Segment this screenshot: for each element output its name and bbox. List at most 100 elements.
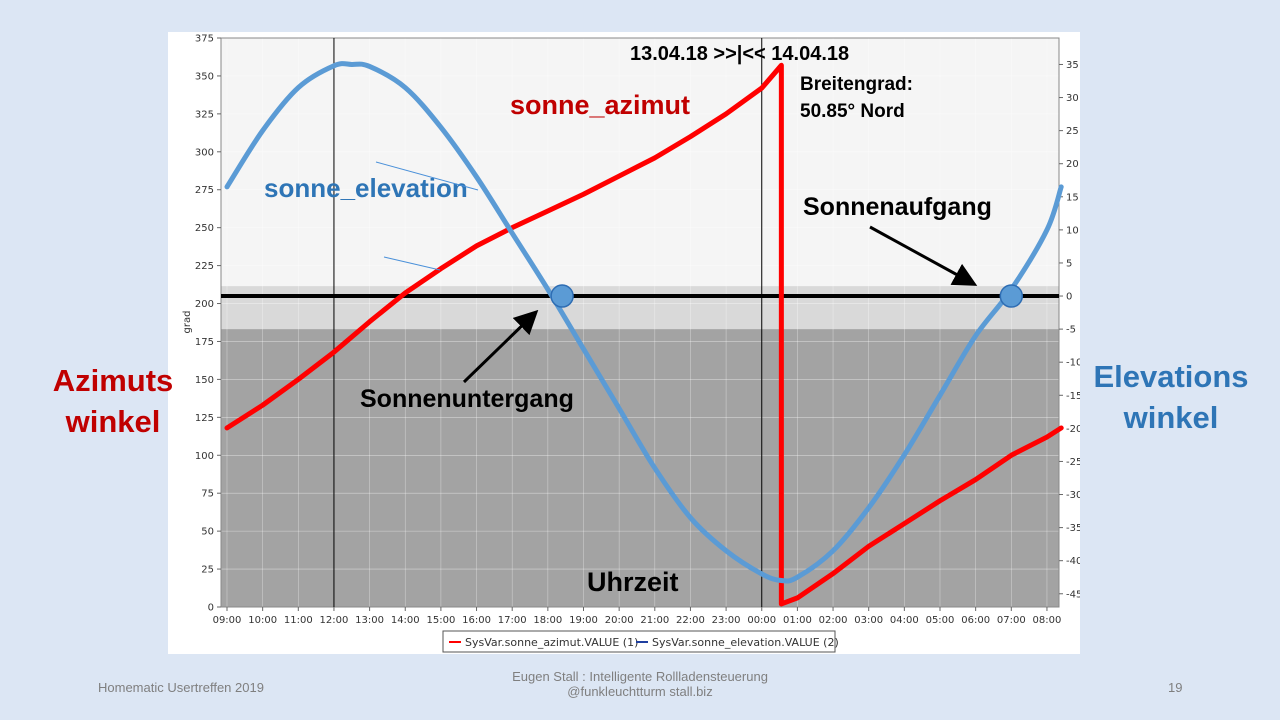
right-tick-label: 15	[1066, 192, 1079, 203]
footer-left: Homematic Usertreffen 2019	[98, 680, 264, 695]
left-tick-label: 350	[195, 71, 214, 82]
x-tick-label: 14:00	[391, 615, 420, 626]
azimut-line	[224, 62, 1064, 607]
azimut-series-label: sonne_azimut	[510, 90, 691, 120]
x-tick-label: 10:00	[248, 615, 277, 626]
left-tick-label: 50	[201, 527, 214, 538]
azimut-side-label-line2: winkel	[65, 404, 161, 439]
plot-background	[221, 38, 1059, 607]
right-tick-label: 20	[1066, 159, 1079, 170]
left-tick-label: 275	[195, 185, 214, 196]
left-tick-label: 75	[201, 489, 214, 500]
x-tick-label: 16:00	[462, 615, 491, 626]
x-tick-label: 23:00	[712, 615, 741, 626]
right-tick-label: 0	[1066, 292, 1072, 303]
elevation-line	[224, 61, 1064, 584]
latitude-label-line1: Breitengrad:	[800, 74, 913, 95]
x-tick-label: 21:00	[640, 615, 669, 626]
left-tick-label: 200	[195, 299, 214, 310]
left-tick-label: 225	[195, 261, 214, 272]
left-axis-ticks: 0 25 50 75 100 125 150 175 200 225 250 275 300 325 350…	[195, 34, 221, 614]
plot-frame	[220, 37, 1060, 608]
azimut-side-label-line1: Azimuts	[52, 363, 174, 398]
time-label: Uhrzeit	[587, 567, 679, 597]
x-axis-ticks: 09:00 10:00 11:00 12:00 13:00 14:00 15:00 16:00…	[213, 607, 1062, 626]
x-tick-label: 01:00	[783, 615, 812, 626]
right-tick-label: 35	[1066, 60, 1079, 71]
right-tick-label: 5	[1066, 258, 1072, 269]
right-tick-label: 10	[1066, 225, 1079, 236]
left-tick-label: 325	[195, 109, 214, 120]
chart-panel: 0 25 50 75 100 125 150 175 200 225 250 275 300 325 350…	[168, 32, 1094, 654]
left-tick-label: 250	[195, 223, 214, 234]
right-tick-label: -20	[1066, 424, 1080, 435]
left-tick-label: 150	[195, 375, 214, 386]
x-tick-label: 20:00	[605, 615, 634, 626]
x-tick-label: 15:00	[426, 615, 455, 626]
sunset-label: Sonnenuntergang	[360, 385, 574, 413]
x-tick-label: 06:00	[961, 615, 990, 626]
x-tick-label: 03:00	[854, 615, 883, 626]
right-tick-label: 30	[1066, 93, 1079, 104]
legend: SysVar.sonne_azimut.VALUE (1) SysVar.son…	[442, 630, 839, 653]
crossing-markers	[550, 284, 1024, 308]
footer-center-line1: Eugen Stall : Intelligente Rollladensteu…	[512, 669, 768, 684]
horizon-crossing-marker	[550, 284, 574, 308]
elevation-pointer-line-1	[375, 161, 479, 191]
series-lines	[224, 61, 1064, 607]
x-tick-label: 05:00	[926, 615, 955, 626]
azimut-side-label: Azimuts winkel	[38, 360, 188, 442]
elevation-side-label: Elevations winkel	[1086, 356, 1256, 438]
twilight-band	[221, 286, 1059, 330]
latitude-label-line2: 50.85° Nord	[800, 101, 905, 122]
x-tick-label: 11:00	[284, 615, 313, 626]
sunrise-arrow	[869, 225, 978, 286]
right-tick-label: -5	[1066, 325, 1076, 336]
right-tick-label: -25	[1066, 457, 1080, 468]
sunset-arrow	[462, 309, 539, 384]
left-tick-label: 175	[195, 337, 214, 348]
x-tick-label: 19:00	[569, 615, 598, 626]
left-tick-label: 100	[195, 451, 214, 462]
grid-lines	[220, 37, 1060, 608]
x-tick-label: 12:00	[320, 615, 349, 626]
footer-page-number: 19	[1168, 680, 1183, 695]
left-tick-label: 125	[195, 413, 214, 424]
left-tick-label: 300	[195, 147, 214, 158]
chart-svg: 0255075100125150175200225250275300325350…	[182, 34, 1094, 653]
x-tick-label: 07:00	[997, 615, 1026, 626]
footer-center-line2: @funkleuchtturm stall.biz	[567, 684, 713, 699]
legend-azimut-label: SysVar.sonne_azimut.VALUE (1)	[465, 636, 638, 649]
x-tick-label: 00:00	[747, 615, 776, 626]
x-tick-label: 17:00	[498, 615, 527, 626]
date-range-label: 13.04.18 >>|<< 14.04.18	[630, 43, 850, 65]
right-tick-label: -15	[1066, 391, 1080, 402]
right-tick-label: 25	[1066, 126, 1079, 137]
right-tick-label: -10	[1066, 358, 1080, 369]
right-axis-ticks: 35 30 25 20 15 10 5 0 -5 -10 -15 -20 -25 -30 -35 -40 -45	[1059, 60, 1082, 600]
right-tick-label: -45	[1066, 589, 1080, 600]
legend-elevation-label: SysVar.sonne_elevation.VALUE (2)	[652, 636, 839, 649]
day-band	[221, 38, 1059, 287]
elevation-side-label-line1: Elevations	[1093, 359, 1249, 394]
x-tick-label: 08:00	[1033, 615, 1062, 626]
left-tick-label: 0	[208, 603, 214, 614]
right-tick-label: -35	[1066, 523, 1080, 534]
x-tick-label: 22:00	[676, 615, 705, 626]
right-tick-label: -30	[1066, 490, 1080, 501]
x-tick-label: 02:00	[819, 615, 848, 626]
x-tick-label: 13:00	[355, 615, 384, 626]
footer-center: Eugen Stall : Intelligente Rollladensteu…	[440, 669, 840, 699]
elevation-pointer-line-2	[383, 256, 441, 271]
x-tick-label: 09:00	[213, 615, 242, 626]
x-tick-label: 04:00	[890, 615, 919, 626]
left-axis-label: grad	[182, 311, 193, 334]
left-tick-label: 25	[201, 565, 214, 576]
x-tick-label: 18:00	[533, 615, 562, 626]
night-band	[221, 329, 1059, 607]
horizon-crossing-marker	[999, 284, 1024, 308]
sunrise-label: Sonnenaufgang	[803, 193, 992, 221]
left-tick-label: 375	[195, 34, 214, 45]
right-tick-label: -40	[1066, 556, 1080, 567]
